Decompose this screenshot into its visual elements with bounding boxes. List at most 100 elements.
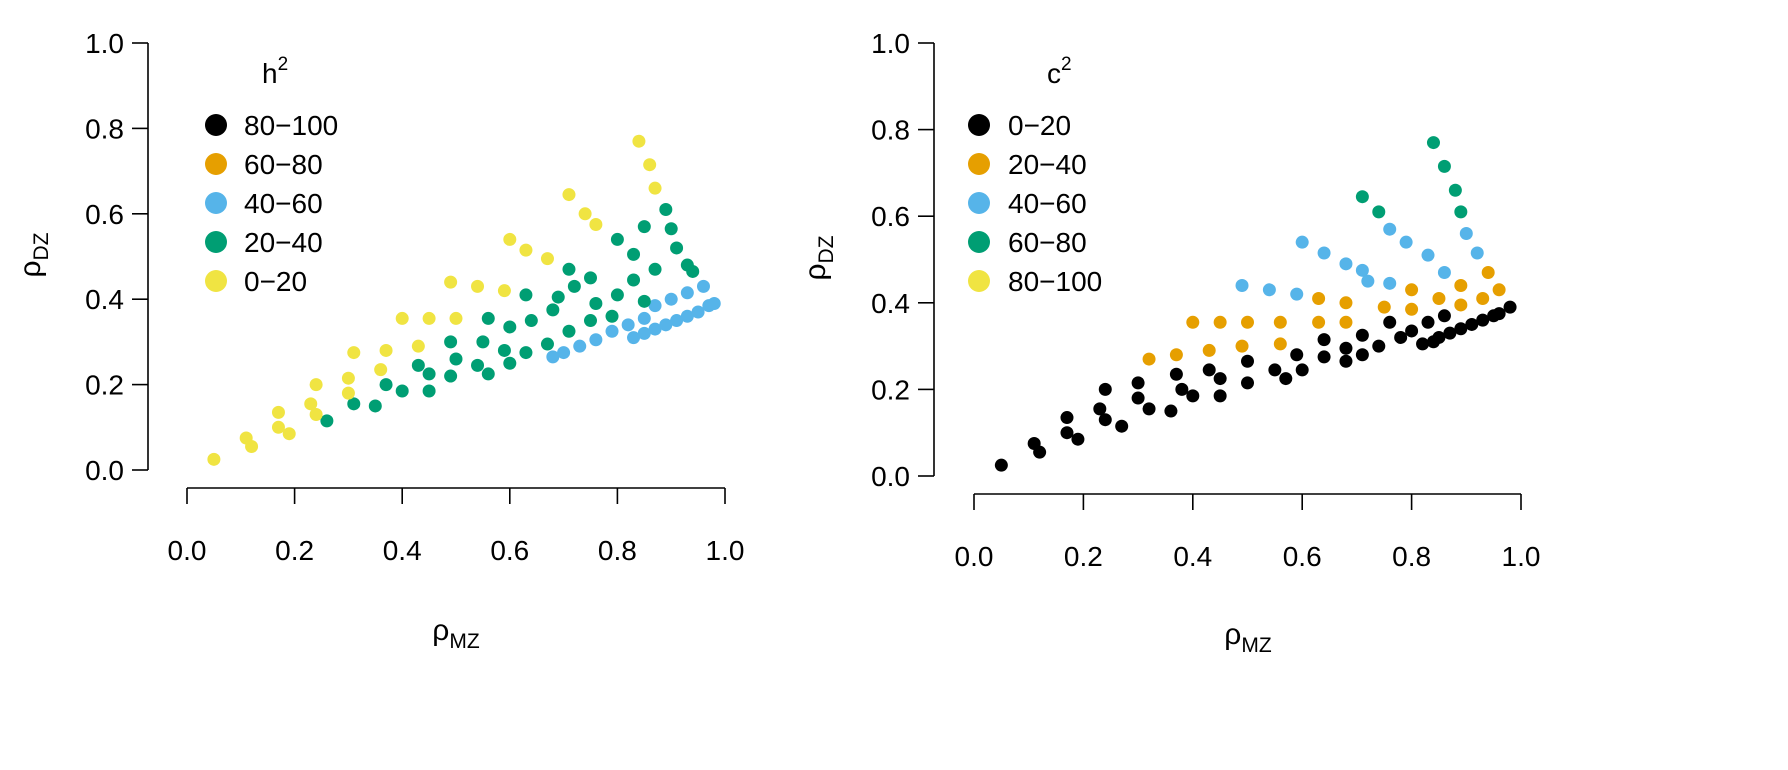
- data-point: [546, 303, 560, 317]
- data-point: [1470, 246, 1484, 260]
- data-point: [1186, 315, 1200, 329]
- data-point: [449, 311, 463, 325]
- y-tick-label: 0.0: [85, 455, 124, 486]
- data-point: [680, 309, 694, 323]
- data-point: [589, 217, 603, 231]
- data-point: [1416, 337, 1430, 351]
- data-point: [1098, 413, 1112, 427]
- data-point: [643, 158, 657, 172]
- data-point: [621, 318, 635, 332]
- data-point: [1405, 324, 1419, 338]
- data-point: [1377, 300, 1391, 314]
- data-point: [1443, 326, 1457, 340]
- data-point: [627, 273, 641, 287]
- data-point: [610, 288, 624, 302]
- data-point: [627, 331, 641, 345]
- data-point: [540, 337, 554, 351]
- data-point: [589, 296, 603, 310]
- data-point: [1339, 354, 1353, 368]
- data-point: [707, 296, 721, 310]
- data-point: [1290, 348, 1304, 362]
- legend-title-symbol: c: [1047, 58, 1061, 89]
- data-point: [1405, 302, 1419, 316]
- data-point: [374, 363, 388, 377]
- data-point: [1421, 315, 1435, 329]
- data-point: [1454, 205, 1468, 219]
- legend-marker: [968, 231, 990, 253]
- data-point: [686, 264, 700, 278]
- legend-label: 80−100: [244, 110, 338, 141]
- data-point: [1273, 315, 1287, 329]
- x-tick-label: 0.6: [490, 535, 529, 566]
- x-tick-label: 0.0: [955, 541, 994, 572]
- y-tick-label: 0.2: [85, 370, 124, 401]
- x-tick-label: 0.2: [1064, 541, 1103, 572]
- data-point: [551, 290, 565, 304]
- data-point: [1405, 283, 1419, 297]
- data-point: [1355, 328, 1369, 342]
- data-point: [411, 358, 425, 372]
- data-point: [368, 399, 382, 413]
- data-point: [610, 232, 624, 246]
- series-60−80: [1355, 136, 1468, 219]
- data-point: [444, 369, 458, 383]
- x-axis-title-symbol: ρ: [432, 614, 449, 647]
- y-tick-label: 1.0: [871, 28, 910, 59]
- data-point: [1033, 445, 1047, 459]
- legend-title: h2: [262, 54, 288, 89]
- legend-marker: [968, 192, 990, 214]
- data-point: [341, 386, 355, 400]
- data-point: [1071, 432, 1085, 446]
- x-axis-title-subscript: MZ: [1241, 634, 1271, 657]
- y-tick-label: 0.8: [85, 113, 124, 144]
- data-point: [1383, 222, 1397, 236]
- data-point: [637, 311, 651, 325]
- data-point: [422, 384, 436, 398]
- data-point: [1169, 367, 1183, 381]
- legend-marker: [968, 114, 990, 136]
- data-point: [1241, 315, 1254, 329]
- legend-label: 60−80: [244, 149, 323, 180]
- data-point: [411, 339, 425, 353]
- legend-label: 0−20: [244, 266, 307, 297]
- data-point: [1279, 372, 1293, 386]
- x-axis-title-subscript: MZ: [449, 630, 479, 653]
- data-point: [562, 262, 576, 276]
- data-point: [449, 352, 463, 366]
- data-point: [1399, 235, 1413, 249]
- x-axis-title: ρMZ: [1224, 618, 1272, 657]
- data-point: [1317, 350, 1331, 364]
- data-point: [562, 324, 576, 338]
- data-point: [1295, 235, 1309, 249]
- x-tick-label: 0.8: [598, 535, 637, 566]
- data-point: [1372, 339, 1386, 353]
- data-point: [1437, 265, 1451, 279]
- data-point: [309, 407, 323, 421]
- data-point: [379, 378, 393, 392]
- data-point: [519, 288, 533, 302]
- data-point: [395, 384, 409, 398]
- data-point: [444, 335, 458, 349]
- data-point: [562, 188, 576, 202]
- data-point: [245, 440, 259, 454]
- y-axis-title: ρDZ: [14, 232, 53, 277]
- data-point: [519, 346, 533, 360]
- data-point: [680, 286, 694, 300]
- legend-title-symbol: h: [262, 58, 278, 89]
- data-point: [1131, 376, 1145, 390]
- data-point: [1481, 265, 1495, 279]
- data-point: [271, 405, 285, 419]
- legend-title-superscript: 2: [1061, 54, 1072, 75]
- data-point: [1235, 278, 1249, 292]
- x-tick-label: 0.8: [1392, 541, 1431, 572]
- legend-marker: [205, 270, 227, 292]
- data-point: [1241, 376, 1254, 390]
- data-point: [1202, 363, 1216, 377]
- data-point: [1454, 322, 1468, 336]
- legend-marker: [968, 153, 990, 175]
- data-point: [471, 358, 485, 372]
- data-point: [1169, 348, 1183, 362]
- legend-marker: [205, 153, 227, 175]
- data-point: [1372, 205, 1386, 219]
- data-point: [1312, 315, 1326, 329]
